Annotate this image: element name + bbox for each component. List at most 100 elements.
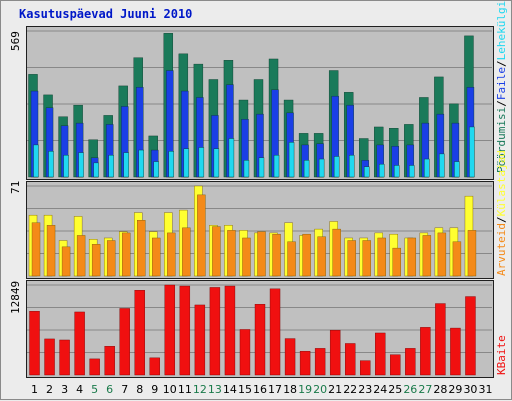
x-tick-label: 29 <box>448 383 462 396</box>
bar-arvuteid <box>377 237 386 277</box>
bar-arvuteid <box>106 240 116 277</box>
bar-arvuteid <box>257 231 266 277</box>
x-tick-label: 1 <box>31 383 38 396</box>
bar-kbaite <box>209 287 221 376</box>
x-tick-label: 8 <box>136 383 143 396</box>
bar-lehekulgi <box>48 151 54 178</box>
bar-arvuteid <box>437 232 447 277</box>
bar-lehekulgi <box>288 142 295 178</box>
bar-lehekulgi <box>439 153 445 178</box>
x-tick-label: 25 <box>388 383 402 396</box>
bar-arvuteid <box>287 241 296 277</box>
bar-kbaite <box>405 348 416 376</box>
bar-lehekulgi <box>123 152 129 178</box>
bar-arvuteid <box>152 237 161 277</box>
bar-lehekulgi <box>273 154 280 178</box>
legend-faile: Faile <box>495 67 508 101</box>
bar-arvuteid <box>61 246 71 277</box>
bar-arvuteid <box>347 240 356 277</box>
legend-separator: / <box>495 216 508 224</box>
x-tick-label: 31 <box>478 383 492 396</box>
x-tick-label: 26 <box>403 383 417 396</box>
bar-kbaite <box>269 288 281 376</box>
bar-lehekulgi <box>243 160 250 178</box>
bar-lehekulgi <box>318 158 325 178</box>
bar-lehekulgi <box>333 156 340 178</box>
bar-arvuteid <box>317 236 326 277</box>
x-tick-label: 13 <box>208 383 222 396</box>
x-tick-label: 10 <box>163 383 177 396</box>
bar-arvuteid <box>422 235 432 277</box>
bar-kbaite <box>284 338 296 376</box>
bar-lehekulgi <box>258 157 265 178</box>
bar-lehekulgi <box>78 152 84 178</box>
bar-arvuteid <box>197 194 206 277</box>
bar-arvuteid <box>332 228 341 277</box>
bar-kbaite <box>29 311 40 376</box>
bar-kbaite <box>420 327 431 376</box>
x-tick-label: 6 <box>106 383 113 396</box>
bar-lehekulgi <box>93 162 99 178</box>
bar-kbaite <box>375 332 386 376</box>
bar-kbaite <box>179 285 191 376</box>
bar-kbaite <box>149 357 160 376</box>
bar-kbaite <box>390 354 401 376</box>
bar-lehekulgi <box>108 154 114 178</box>
legend-bottom: KBaite <box>495 335 508 375</box>
bar-lehekulgi <box>364 166 370 178</box>
bar-lehekulgi <box>168 151 175 178</box>
bar-arvuteid <box>212 226 221 277</box>
x-tick-label: 15 <box>238 383 252 396</box>
bar-lehekulgi <box>33 144 39 178</box>
legend-kulastajad: Külastajad <box>495 150 508 217</box>
bar-kbaite <box>89 358 100 376</box>
x-tick-label: 24 <box>373 383 387 396</box>
legend-separator: / <box>495 100 508 107</box>
bar-kbaite <box>194 304 206 376</box>
x-tick-label: 4 <box>76 383 83 396</box>
y-axis-max-middle: 71 <box>9 180 22 194</box>
bar-lehekulgi <box>138 149 144 178</box>
bar-lehekulgi <box>213 148 220 178</box>
bar-lehekulgi <box>348 154 355 178</box>
bar-arvuteid <box>272 233 281 277</box>
bar-arvuteid <box>182 227 191 277</box>
x-tick-label: 27 <box>418 383 432 396</box>
x-tick-label: 14 <box>223 383 237 396</box>
bar-kbaite <box>104 346 115 376</box>
x-tick-label: 12 <box>193 383 207 396</box>
x-tick-label: 16 <box>253 383 267 396</box>
x-tick-label: 7 <box>121 383 128 396</box>
bar-kbaite <box>344 343 356 376</box>
bar-kbaite <box>134 290 145 376</box>
bar-lehekulgi <box>303 160 310 178</box>
bar-arvuteid <box>76 235 86 277</box>
chart-title: Kasutuspäevad Juuni 2010 <box>19 7 193 21</box>
bar-arvuteid <box>452 241 462 277</box>
x-tick-label: 11 <box>178 383 192 396</box>
x-tick-label: 9 <box>151 383 158 396</box>
bar-kbaite <box>59 339 70 376</box>
bar-lehekulgi <box>469 126 475 178</box>
bar-arvuteid <box>392 247 401 277</box>
x-tick-label: 2 <box>46 383 53 396</box>
bar-lehekulgi <box>153 161 159 178</box>
bar-lehekulgi <box>183 148 190 178</box>
x-tick-label: 22 <box>343 383 357 396</box>
bar-kbaite <box>329 329 341 376</box>
bar-kbaite <box>239 329 251 376</box>
bar-kbaite <box>465 296 476 376</box>
legend-top: Pöördumisi/Faile/Lehekülgi <box>495 1 508 173</box>
bar-arvuteid <box>407 237 417 277</box>
bar-lehekulgi <box>198 147 205 178</box>
legend-lehekulgi: Lehekülgi <box>495 0 508 61</box>
x-tick-label: 17 <box>268 383 282 396</box>
x-tick-label: 5 <box>91 383 98 396</box>
bar-kbaite <box>119 308 130 376</box>
bar-lehekulgi <box>454 161 460 178</box>
bar-lehekulgi <box>228 138 235 178</box>
bar-lehekulgi <box>394 165 400 178</box>
bar-arvuteid <box>242 237 251 277</box>
bar-kbaite <box>74 311 85 376</box>
